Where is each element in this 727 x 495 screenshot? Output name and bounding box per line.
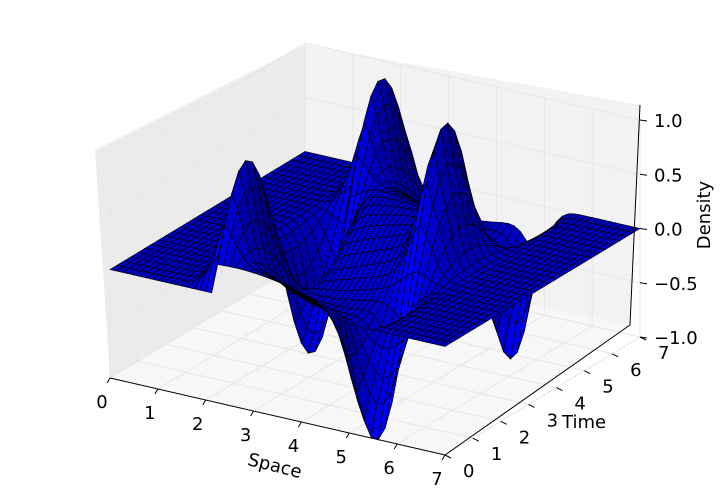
x-tick [441,454,446,461]
y-tick [556,387,563,392]
x-tick-label: 0 [96,392,107,413]
x-tick-label: 2 [192,414,203,435]
x-tick [154,388,159,395]
gridline-z [109,96,641,216]
x-tick [250,410,255,417]
x-tick [393,443,398,450]
y-tick [611,353,619,358]
y-tick-label: 6 [630,360,641,381]
z-tick [639,336,648,339]
y-axis-line [444,324,631,456]
y-axis-label: Time [561,412,606,433]
z-axis-label: Density [694,180,715,249]
y-tick-label: 5 [602,377,613,398]
z-tick-label: 1.0 [654,111,683,132]
y-tick-label: 0 [463,461,474,482]
y-tick-label: 7 [658,343,669,364]
y-tick [528,403,535,408]
y-tick [500,420,507,425]
z-axis-line [629,104,641,326]
axes [109,104,641,456]
y-tick-label: 4 [574,394,585,415]
x-tick-label: 7 [431,469,442,490]
x-tick [345,432,350,439]
z-tick [639,282,648,285]
x-tick-label: 4 [288,436,299,457]
z-tick-label: −1.0 [654,328,698,349]
y-tick [472,437,480,442]
x-tick [106,377,111,384]
y-tick [444,454,452,459]
y-tick-label: 3 [547,410,558,431]
surface [109,78,641,441]
x-tick-label: 3 [240,425,251,446]
z-tick [639,119,648,122]
x-tick [297,421,302,428]
x-tick-label: 6 [383,458,394,479]
z-tick [639,228,648,230]
z-tick-label: 0.0 [654,220,683,241]
x-axis-line [109,377,446,456]
x-tick-label: 5 [336,447,347,468]
gridline-z [109,42,641,162]
y-tick-label: 2 [519,427,530,448]
z-tick-label: 0.5 [654,165,683,186]
x-tick-label: 1 [144,403,155,424]
surface-facet [438,340,453,347]
y-tick-label: 1 [491,444,502,465]
z-tick-label: −0.5 [654,274,698,295]
x-tick [202,399,207,406]
y-tick [584,370,591,375]
left-pane [95,45,305,378]
z-tick [639,173,648,176]
